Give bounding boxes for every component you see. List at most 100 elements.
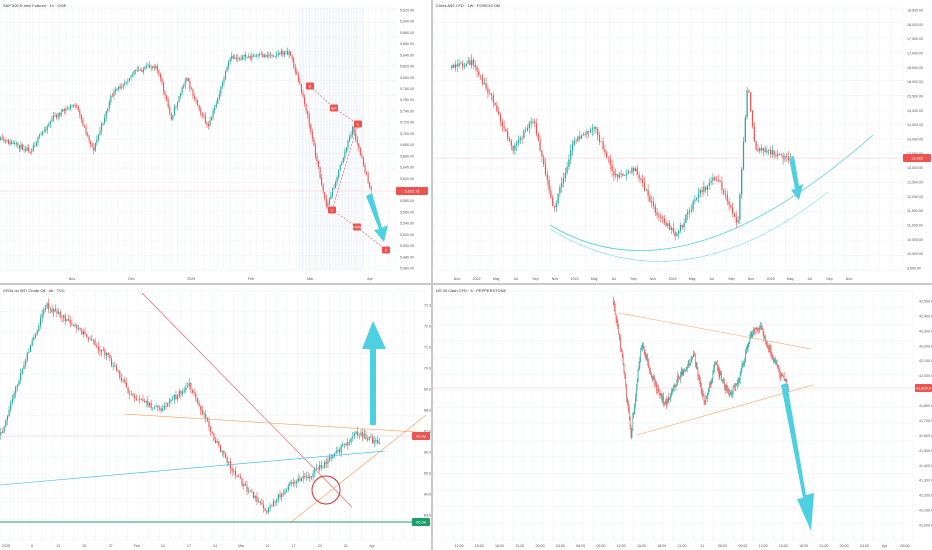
candle-body — [692, 201, 694, 210]
candle-body — [120, 377, 123, 381]
candle-body — [38, 134, 41, 137]
candle-body — [167, 99, 169, 108]
candle-body — [320, 465, 322, 468]
china-price-label: 12,500.00 — [907, 181, 923, 185]
candle-body — [195, 393, 197, 398]
candle-body — [304, 96, 306, 105]
candle-body — [517, 139, 520, 144]
candle-body — [647, 189, 649, 196]
candle-body — [140, 399, 142, 401]
candle-body — [659, 393, 661, 395]
candle-body — [345, 147, 347, 152]
candle-body — [269, 505, 271, 509]
candle-body — [94, 339, 96, 346]
candle-body — [705, 398, 707, 403]
candle-body — [732, 387, 734, 393]
candle-body — [521, 137, 523, 139]
spx-time-label: Feb — [248, 277, 254, 281]
spx-chart-title: S&P 500 E-mini Futures · 1h · CME — [3, 3, 67, 8]
candle-body — [724, 382, 725, 388]
candle-body — [670, 395, 671, 400]
candle-body — [221, 82, 223, 87]
china-price-label: 10,000.00 — [907, 252, 923, 256]
china-chart-svg[interactable]: 18,500.00 18,000.00 17,500.00 17,000.00 16,5… — [433, 0, 932, 283]
candle-body — [231, 55, 233, 59]
china-time-label: Nov — [846, 277, 853, 281]
us30-chart-svg[interactable]: 42,500.0 42,400.0 42,300.0 42,200.0 42,100.0… — [433, 285, 932, 550]
candle-body — [586, 131, 588, 135]
candle-body — [735, 217, 737, 223]
candle-body — [10, 402, 12, 411]
candle-body — [753, 331, 755, 333]
candle-body — [190, 88, 192, 90]
candle-body — [181, 87, 183, 93]
us30-chart-pane[interactable]: 42,500.0 42,400.0 42,300.0 42,200.0 42,100.0… — [433, 285, 932, 550]
candle-body — [307, 111, 309, 115]
candle-body — [313, 138, 315, 146]
candle-body — [704, 401, 706, 403]
pane-divider-vertical[interactable] — [431, 0, 433, 550]
candle-body — [688, 360, 690, 365]
china-time-label: Jul — [513, 277, 518, 281]
candle-body — [292, 481, 294, 484]
candle-body — [59, 311, 61, 317]
candle-body — [293, 58, 295, 68]
candle-body — [252, 55, 254, 57]
pane-divider-horizontal[interactable] — [0, 283, 932, 285]
candle-body — [316, 156, 318, 161]
crude-price-label: 63.00 — [424, 514, 431, 518]
china-price-label: 11,500.00 — [907, 209, 923, 213]
candle-body — [157, 405, 159, 408]
crude-time-label: 17 — [187, 544, 191, 548]
candle-body — [200, 109, 202, 114]
china-price-label: 9,500.00 — [907, 267, 921, 271]
candle-body — [77, 107, 79, 111]
candle-body — [639, 357, 641, 367]
us30-price-label: 42,300.0 — [919, 329, 932, 333]
candle-body — [617, 321, 619, 328]
crude-time-label: 31 — [344, 544, 348, 548]
candle-body — [147, 401, 149, 406]
candle-body — [12, 143, 14, 145]
candle-body — [223, 451, 225, 454]
candle-body — [322, 467, 324, 469]
candle-body — [317, 160, 320, 167]
candle-body — [159, 73, 161, 79]
candle-body — [310, 476, 313, 477]
candle-body — [651, 201, 653, 203]
crude-price-label: 73.00 — [424, 304, 431, 308]
candle-body — [9, 141, 11, 145]
candle-body — [666, 401, 668, 405]
candle-body — [291, 55, 293, 59]
candle-body — [304, 475, 306, 478]
crude-chart-pane[interactable]: 73.00 72.00 71.00 70.00 69.00 68.00 67.00 66.00… — [0, 285, 431, 550]
us30-price-label: 41,700.0 — [919, 419, 932, 423]
candle-body — [650, 371, 652, 376]
candle-body — [618, 174, 620, 178]
crude-time-label: 13 — [56, 544, 60, 548]
candle-body — [602, 141, 604, 150]
candle-body — [559, 186, 561, 194]
candle-body — [614, 301, 615, 309]
candle-body — [661, 216, 664, 218]
spx-chart-pane[interactable]: B B/X C A Y/RW D 5,920.00 5,900.00 5,880.00 5,860… — [0, 0, 431, 283]
candle-body — [239, 476, 241, 479]
candle-body — [205, 414, 207, 418]
candle-body — [526, 127, 529, 131]
candle-body — [729, 393, 730, 395]
candle-body — [216, 441, 218, 443]
candle-body — [189, 81, 191, 89]
candle-body — [135, 69, 137, 71]
candle-body — [248, 56, 250, 58]
china-chart-pane[interactable]: 18,500.00 18,000.00 17,500.00 17,000.00 16,5… — [433, 0, 932, 283]
candle-body — [350, 134, 352, 137]
candle-body — [660, 216, 662, 218]
spx-chart-svg[interactable]: B B/X C A Y/RW D 5,920.00 5,900.00 5,880.00 5,860… — [0, 0, 431, 283]
candle-body — [637, 370, 639, 383]
candle-body — [262, 54, 264, 57]
candle-body — [451, 65, 453, 68]
candle-body — [77, 327, 80, 329]
crude-chart-svg[interactable]: 73.00 72.00 71.00 70.00 69.00 68.00 67.00 66.00… — [0, 285, 431, 550]
wave-label-text: D — [385, 249, 388, 253]
candle-body — [54, 115, 56, 117]
